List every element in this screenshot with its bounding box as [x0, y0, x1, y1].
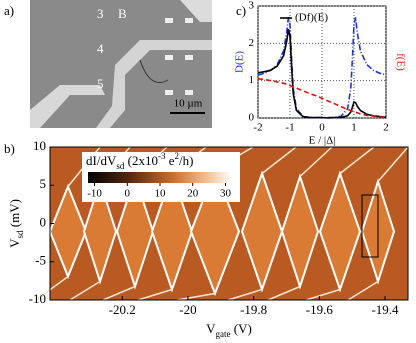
line-series	[257, 78, 387, 119]
excitation-line	[227, 288, 263, 301]
colorbar-tick-label: 30	[220, 188, 232, 200]
excitation-line	[176, 292, 216, 301]
coulomb-diamond	[318, 170, 362, 293]
label-part: 2	[174, 151, 179, 161]
y-tick-label: 0	[249, 112, 255, 124]
x-tick-label: -20	[179, 302, 196, 317]
excitation-line	[137, 288, 173, 301]
excitation-line	[299, 146, 333, 178]
label-part: sd	[116, 161, 125, 171]
y-tick-label: 10	[33, 138, 46, 153]
sem-label: 3	[97, 6, 104, 21]
x-tick-label: -19.8	[240, 302, 267, 317]
colorbar-tick-label: 0	[125, 188, 131, 200]
excitation-line	[305, 288, 341, 301]
y-tick-label: -10	[29, 291, 46, 306]
excitation-line	[35, 275, 69, 301]
colorbar-tick-label: 20	[187, 188, 199, 200]
label-part: dI/dV	[86, 153, 117, 168]
label-part: e	[165, 153, 174, 168]
y-tick-label: -5	[35, 253, 46, 268]
label-part: (V)	[231, 321, 252, 336]
panel-label: b)	[4, 141, 15, 156]
excitation-line	[267, 285, 301, 301]
x-axis-label: E / |Δ|	[309, 135, 336, 147]
label-part: -3	[158, 151, 166, 161]
label-part: V	[7, 238, 22, 248]
excitation-line	[261, 146, 297, 175]
colorbar-tick-label: -10	[87, 188, 102, 200]
excitation-line	[69, 280, 101, 301]
x-tick-label: -19.4	[371, 302, 399, 317]
y-tick-label: 3	[249, 0, 255, 12]
y-tick-label: 1	[249, 74, 255, 86]
label-part: /h)	[179, 153, 193, 168]
sem-image	[30, 0, 212, 128]
highlight-box	[361, 194, 379, 258]
axis-label: Vsd (mV)	[7, 199, 25, 248]
y-axis-label: D(E)	[234, 51, 246, 73]
y2-axis-label: f(E)	[394, 53, 406, 71]
label-part: (2x10	[124, 153, 158, 168]
excitation-line	[377, 146, 409, 182]
x-tick-label: 2	[383, 122, 389, 134]
x-tick-label: 0	[319, 122, 325, 134]
colorbar	[88, 172, 232, 183]
excitation-line	[347, 280, 379, 301]
y-tick-label: 2	[249, 37, 255, 49]
coulomb-diamond	[280, 173, 320, 290]
line-series	[257, 28, 387, 119]
label-part: sd	[15, 230, 25, 239]
sem-label: 5	[97, 76, 104, 91]
y-tick-label: 5	[40, 176, 47, 191]
label-part: V	[206, 321, 216, 336]
scale-bar-label: 10 µm	[174, 98, 203, 110]
x-tick-label: -20.2	[109, 302, 136, 317]
excitation-line	[339, 146, 375, 175]
colorbar-tick-label: 10	[155, 188, 167, 200]
legend-label: (Df)(E)	[295, 12, 328, 24]
y-tick-label: 0	[40, 214, 47, 229]
axis-label: dI/dVsd (2x10-3 e2/h)	[86, 151, 193, 171]
label-part: gate	[216, 329, 231, 339]
sem-label: B	[118, 6, 127, 21]
panel-label: c)	[236, 3, 246, 18]
axis-label: Vgate (V)	[206, 321, 252, 339]
x-tick-label: -19.6	[306, 302, 334, 317]
excitation-line	[102, 285, 136, 301]
panel-label: a)	[4, 3, 14, 18]
label-part: (mV)	[7, 199, 22, 230]
x-tick-label: -1	[285, 122, 294, 134]
sem-label: 4	[97, 41, 104, 56]
x-tick-label: -2	[253, 122, 262, 134]
x-tick-label: 1	[351, 122, 357, 134]
